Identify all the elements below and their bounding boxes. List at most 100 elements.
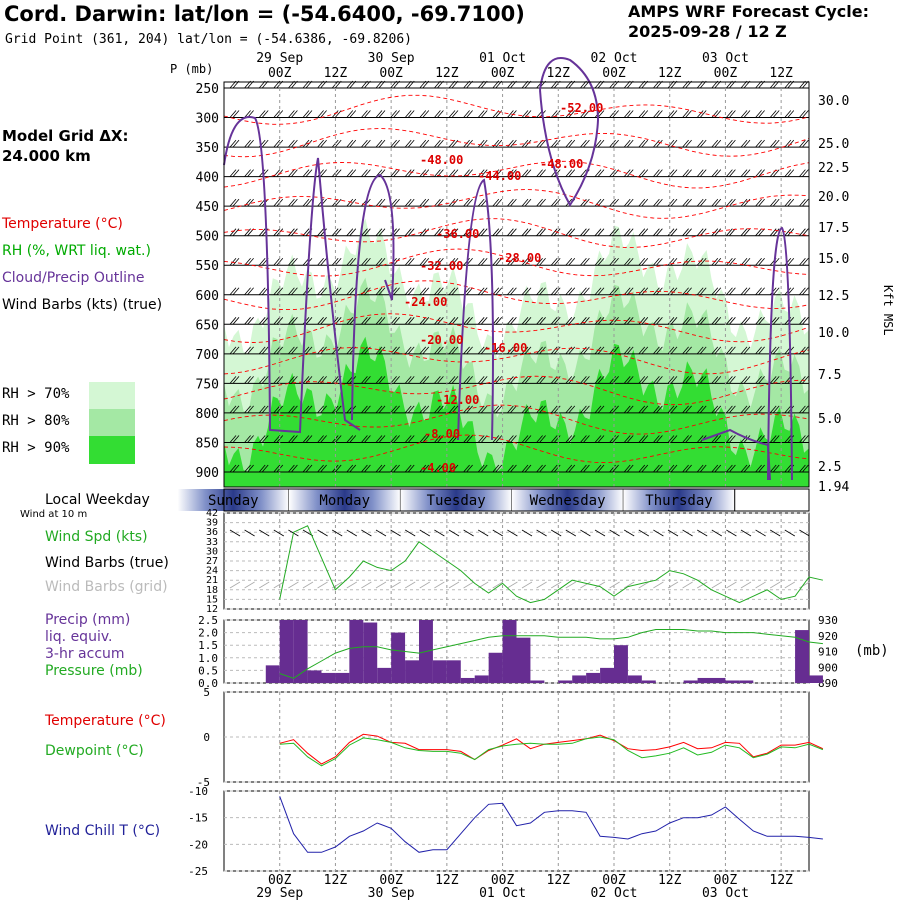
model-grid-title: Model Grid ΔX: — [2, 127, 129, 145]
wind-barb — [612, 435, 619, 443]
wind-barb — [510, 287, 517, 296]
wind-barb — [492, 198, 500, 207]
wind-barb — [550, 228, 558, 236]
wind-barb — [288, 228, 295, 236]
wind-barb — [539, 435, 546, 443]
wind-barb — [656, 169, 663, 177]
wind-barb — [331, 376, 339, 384]
wind-barb — [626, 287, 634, 296]
wind-barb — [667, 228, 675, 236]
wind-barb — [393, 257, 400, 266]
wind-barb — [729, 287, 736, 296]
pressure-tick-right: 900 — [818, 661, 838, 674]
wind-barb — [740, 110, 748, 118]
wind-barb — [364, 287, 371, 296]
wind-barb — [434, 376, 441, 384]
wind-barb — [550, 435, 558, 443]
wind-barb — [273, 346, 281, 355]
wind-barb — [568, 464, 576, 473]
wind-barb — [623, 257, 631, 266]
wind-barb — [480, 317, 488, 325]
wind-barb — [641, 169, 649, 177]
wind-barb — [729, 464, 736, 473]
wind-barb — [641, 228, 649, 236]
wind-barb — [568, 346, 576, 355]
wind-barb — [273, 139, 281, 148]
wind-barb — [320, 405, 327, 414]
date-label-bottom: 01 Oct — [479, 886, 526, 900]
wind-barb — [670, 346, 678, 355]
wind-barb — [419, 346, 427, 355]
wind-barb — [638, 346, 646, 355]
wind-barb — [419, 435, 427, 443]
wind-barb — [451, 287, 459, 296]
wind-barb — [583, 435, 590, 443]
temperature-label: -48.00 — [540, 157, 583, 171]
wind-barb — [258, 110, 266, 118]
wind-barb — [784, 257, 792, 266]
wind-barb — [729, 405, 736, 414]
wind-barb — [656, 257, 663, 266]
wind-barb — [407, 139, 415, 148]
wind-barb — [258, 287, 266, 296]
wind-barb — [273, 110, 281, 118]
wind-barb — [463, 110, 470, 118]
wind-barb — [422, 139, 430, 148]
wind-barb — [656, 405, 663, 414]
time-tick-bottom: 12Z — [324, 873, 348, 888]
wind-barb — [609, 257, 616, 266]
wind-barb-grid — [565, 581, 577, 589]
wind-barb-true — [434, 529, 445, 537]
wind-barb — [232, 376, 240, 384]
wind-barb — [390, 169, 397, 177]
wind-barb — [711, 169, 719, 177]
wind-barb-grid — [726, 581, 737, 589]
kft-tick: 7.5 — [818, 368, 841, 383]
wind-barb — [510, 198, 517, 207]
wind-barb — [609, 287, 616, 296]
wind-barb — [375, 376, 383, 384]
wind-barb-grid — [521, 581, 533, 589]
wind-barb — [510, 228, 517, 236]
wind-barb — [477, 435, 485, 443]
wind-barb-true — [536, 529, 547, 537]
wind-barb — [451, 198, 459, 207]
wind-barb — [641, 287, 649, 296]
wind-barb — [714, 169, 722, 177]
wind-barb — [466, 139, 473, 148]
wind-barb — [302, 464, 310, 473]
wind-barb — [594, 405, 602, 414]
wind-barb — [638, 317, 646, 325]
wind-barb — [638, 139, 646, 148]
wind-barb — [320, 228, 327, 236]
wind-barb — [539, 376, 546, 384]
wind-barb — [510, 405, 517, 414]
wind-barb — [276, 405, 284, 414]
wind-barb — [784, 110, 792, 118]
wind-barb — [419, 198, 427, 207]
legend-wind-barbs-true: Wind Barbs (true) — [45, 555, 169, 571]
time-tick-bottom: 00Z — [268, 873, 292, 888]
wind-barb — [466, 110, 473, 118]
wind-barb — [477, 110, 485, 118]
wind-barb — [550, 464, 558, 473]
wind-barb — [772, 110, 780, 118]
wind-barb — [802, 435, 809, 443]
wind-barb — [539, 464, 546, 473]
wind-barb — [378, 435, 386, 443]
wind-barb — [772, 317, 780, 325]
wind-barb — [229, 198, 237, 207]
wind-tick: 21 — [206, 575, 218, 586]
wind-barb — [451, 110, 459, 118]
wind-barb — [232, 257, 240, 266]
precip-bar — [432, 660, 447, 683]
legend-windchill: Wind Chill T (°C) — [45, 823, 161, 839]
wind-tick: 18 — [206, 585, 218, 596]
date-label-bottom: 02 Oct — [591, 886, 638, 900]
wind-barb — [787, 139, 795, 148]
wind-barb — [291, 317, 298, 325]
wind-barb — [667, 169, 675, 177]
wind-barb-grid — [404, 581, 416, 589]
wind-barb — [714, 464, 722, 473]
time-tick-top: 12Z — [547, 66, 571, 81]
